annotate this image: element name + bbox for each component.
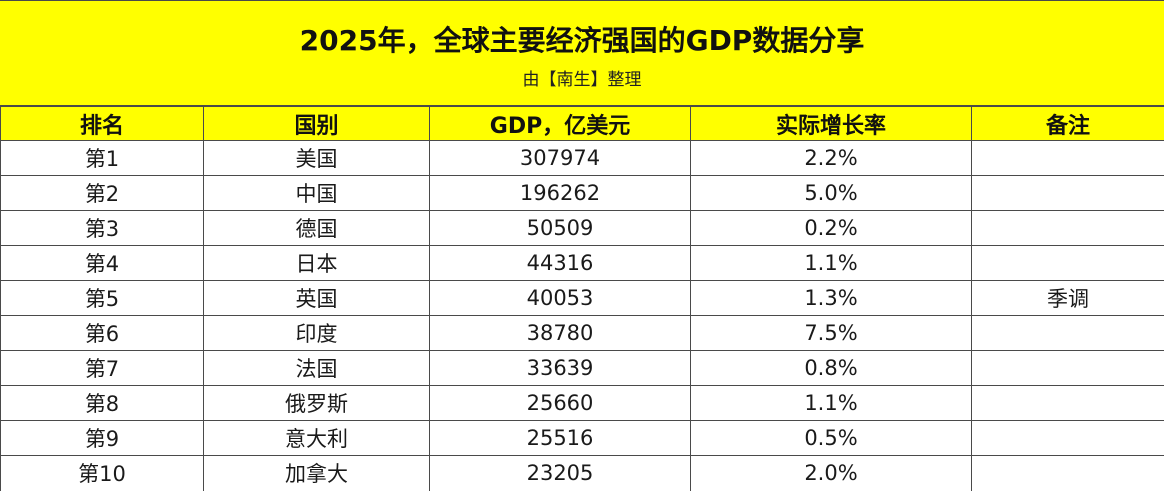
cell-growth[interactable]: 1.1% (691, 246, 972, 281)
cell-gdp[interactable]: 44316 (430, 246, 691, 281)
cell-growth[interactable]: 2.2% (691, 141, 972, 176)
cell-gdp[interactable]: 23205 (430, 456, 691, 491)
cell-gdp[interactable]: 196262 (430, 176, 691, 211)
cell-growth[interactable]: 0.5% (691, 421, 972, 456)
cell-rank[interactable]: 第2 (1, 176, 204, 211)
column-header-rank: 排名 (1, 107, 204, 141)
cell-rank[interactable]: 第1 (1, 141, 204, 176)
column-header-growth: 实际增长率 (691, 107, 972, 141)
cell-growth[interactable]: 0.8% (691, 351, 972, 386)
cell-rank[interactable]: 第9 (1, 421, 204, 456)
cell-growth[interactable]: 7.5% (691, 316, 972, 351)
column-header-note: 备注 (972, 107, 1164, 141)
gdp-table: 排名 国别 GDP，亿美元 实际增长率 备注 第1 美国 307974 2.2%… (0, 106, 1164, 491)
table-row: 第6 印度 38780 7.5% (1, 316, 1164, 351)
table-row: 第5 英国 40053 1.3% 季调 (1, 281, 1164, 316)
title-block: 2025年，全球主要经济强国的GDP数据分享 由【南生】整理 (0, 0, 1164, 106)
cell-note[interactable] (972, 211, 1164, 246)
table-row: 第2 中国 196262 5.0% (1, 176, 1164, 211)
cell-gdp[interactable]: 33639 (430, 351, 691, 386)
cell-rank[interactable]: 第10 (1, 456, 204, 491)
page-title: 2025年，全球主要经济强国的GDP数据分享 (0, 19, 1164, 59)
table-row: 第4 日本 44316 1.1% (1, 246, 1164, 281)
cell-gdp[interactable]: 25516 (430, 421, 691, 456)
cell-growth[interactable]: 1.1% (691, 386, 972, 421)
cell-country[interactable]: 英国 (204, 281, 430, 316)
cell-note[interactable] (972, 316, 1164, 351)
cell-note[interactable] (972, 246, 1164, 281)
cell-note[interactable] (972, 176, 1164, 211)
cell-growth[interactable]: 0.2% (691, 211, 972, 246)
cell-growth[interactable]: 5.0% (691, 176, 972, 211)
cell-note[interactable] (972, 456, 1164, 491)
table-row: 第3 德国 50509 0.2% (1, 211, 1164, 246)
cell-note[interactable] (972, 141, 1164, 176)
cell-note[interactable] (972, 421, 1164, 456)
cell-country[interactable]: 德国 (204, 211, 430, 246)
cell-country[interactable]: 法国 (204, 351, 430, 386)
table-row: 第9 意大利 25516 0.5% (1, 421, 1164, 456)
cell-rank[interactable]: 第7 (1, 351, 204, 386)
page-subtitle: 由【南生】整理 (0, 65, 1164, 90)
cell-gdp[interactable]: 307974 (430, 141, 691, 176)
cell-growth[interactable]: 1.3% (691, 281, 972, 316)
cell-country[interactable]: 印度 (204, 316, 430, 351)
cell-growth[interactable]: 2.0% (691, 456, 972, 491)
cell-country[interactable]: 意大利 (204, 421, 430, 456)
cell-country[interactable]: 日本 (204, 246, 430, 281)
table-row: 第7 法国 33639 0.8% (1, 351, 1164, 386)
cell-gdp[interactable]: 50509 (430, 211, 691, 246)
cell-country[interactable]: 美国 (204, 141, 430, 176)
cell-rank[interactable]: 第5 (1, 281, 204, 316)
header-row: 排名 国别 GDP，亿美元 实际增长率 备注 (1, 107, 1164, 141)
cell-note[interactable] (972, 351, 1164, 386)
cell-gdp[interactable]: 38780 (430, 316, 691, 351)
cell-note[interactable] (972, 386, 1164, 421)
cell-gdp[interactable]: 40053 (430, 281, 691, 316)
cell-rank[interactable]: 第4 (1, 246, 204, 281)
cell-rank[interactable]: 第8 (1, 386, 204, 421)
cell-country[interactable]: 中国 (204, 176, 430, 211)
table-row: 第8 俄罗斯 25660 1.1% (1, 386, 1164, 421)
cell-note[interactable]: 季调 (972, 281, 1164, 316)
column-header-country: 国别 (204, 107, 430, 141)
cell-gdp[interactable]: 25660 (430, 386, 691, 421)
cell-country[interactable]: 俄罗斯 (204, 386, 430, 421)
table-row: 第10 加拿大 23205 2.0% (1, 456, 1164, 491)
cell-rank[interactable]: 第6 (1, 316, 204, 351)
cell-rank[interactable]: 第3 (1, 211, 204, 246)
table-row: 第1 美国 307974 2.2% (1, 141, 1164, 176)
column-header-gdp: GDP，亿美元 (430, 107, 691, 141)
cell-country[interactable]: 加拿大 (204, 456, 430, 491)
